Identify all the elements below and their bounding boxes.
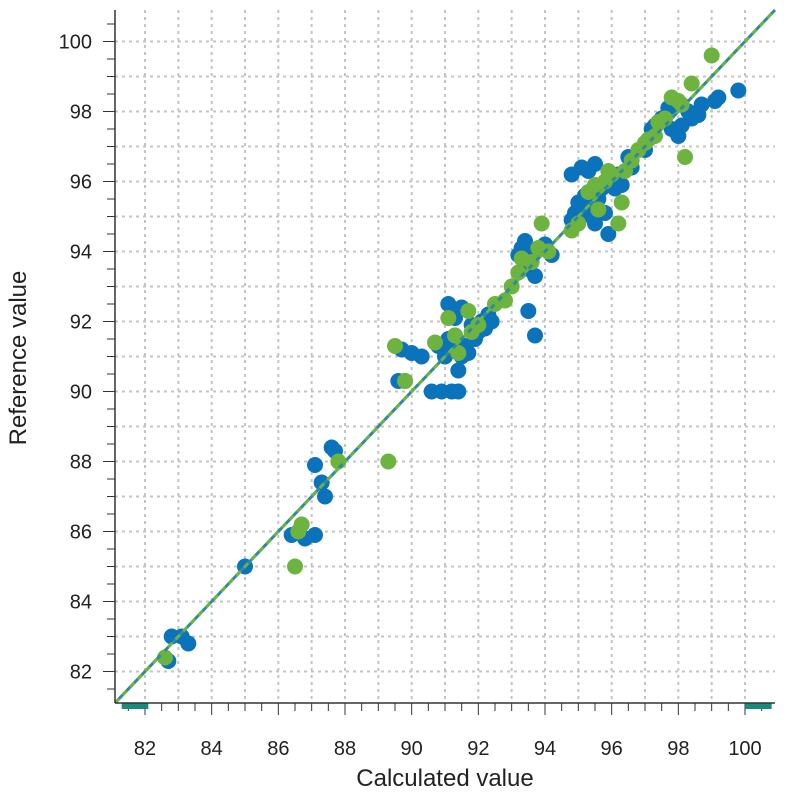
data-point-blue (483, 313, 500, 330)
x-tick-label: 84 (201, 738, 223, 760)
data-point-blue (413, 348, 430, 365)
data-point-blue (587, 156, 603, 172)
data-point-green (677, 149, 693, 165)
data-point-blue (520, 303, 537, 319)
y-tick-label: 92 (70, 312, 92, 334)
y-tick-label: 84 (70, 592, 92, 614)
y-tick-label: 94 (70, 242, 92, 264)
data-point-blue (313, 474, 330, 491)
axes (114, 10, 775, 704)
data-point-blue (600, 226, 617, 242)
data-point-blue (450, 383, 467, 400)
data-point-blue (527, 327, 543, 344)
x-tick-label: 86 (267, 738, 289, 760)
data-point-green (533, 215, 550, 232)
x-tick-label: 88 (334, 738, 356, 760)
data-point-green (447, 327, 463, 344)
x-axis-title: Calculated value (356, 765, 533, 792)
data-point-green (397, 373, 413, 389)
x-tick-label: 92 (467, 738, 489, 760)
x-tick-label: 94 (534, 738, 556, 760)
data-point-green (293, 516, 310, 533)
data-point-green (460, 303, 477, 319)
data-point-blue (587, 215, 603, 232)
y-tick-label: 100 (59, 32, 92, 54)
x-tick-label: 96 (601, 738, 623, 760)
data-point-blue (693, 96, 710, 113)
data-point-blue (180, 635, 197, 652)
data-point-blue (710, 89, 727, 106)
data-point-green (427, 334, 443, 351)
x-tick-label: 82 (134, 738, 156, 760)
data-point-blue (307, 527, 323, 543)
y-axis-title: Reference value (5, 271, 32, 446)
y-tick-label: 82 (70, 662, 92, 684)
data-point-green (540, 243, 557, 260)
data-point-green (470, 317, 487, 333)
data-point-green (387, 338, 403, 354)
data-point-green (683, 75, 700, 92)
x-tick-labels: 82 84 86 88 90 92 94 96 98 100 (134, 738, 762, 760)
y-tick-label: 96 (70, 172, 92, 194)
y-tick-label: 98 (70, 102, 92, 124)
fit-line-overlay (113, 8, 777, 705)
data-point-green (610, 215, 627, 232)
data-point-blue (307, 457, 323, 473)
y-tick-labels: 82 84 86 88 90 92 94 96 98 100 (59, 32, 92, 684)
y-tick-label: 90 (70, 382, 92, 404)
y-tick-label: 86 (70, 522, 92, 544)
data-point-green (450, 345, 467, 361)
data-point-green (613, 194, 630, 211)
x-tick-label: 100 (728, 738, 761, 760)
data-point-green (590, 201, 607, 218)
data-point-blue (527, 268, 543, 284)
data-point-green (523, 254, 540, 270)
y-tick-label: 88 (70, 452, 92, 474)
data-point-green (287, 558, 303, 575)
data-point-blue (450, 362, 467, 379)
data-point-green (673, 96, 690, 113)
data-point-blue (440, 296, 457, 312)
x-tick-label: 98 (667, 738, 689, 760)
data-point-blue (730, 82, 747, 99)
x-tick-label: 90 (401, 738, 423, 760)
data-point-blue (317, 488, 333, 505)
data-point-green (703, 47, 720, 64)
data-point-green (440, 310, 457, 326)
data-point-green (380, 453, 397, 470)
data-point-blue (613, 177, 630, 193)
fit-line-group (113, 8, 777, 705)
